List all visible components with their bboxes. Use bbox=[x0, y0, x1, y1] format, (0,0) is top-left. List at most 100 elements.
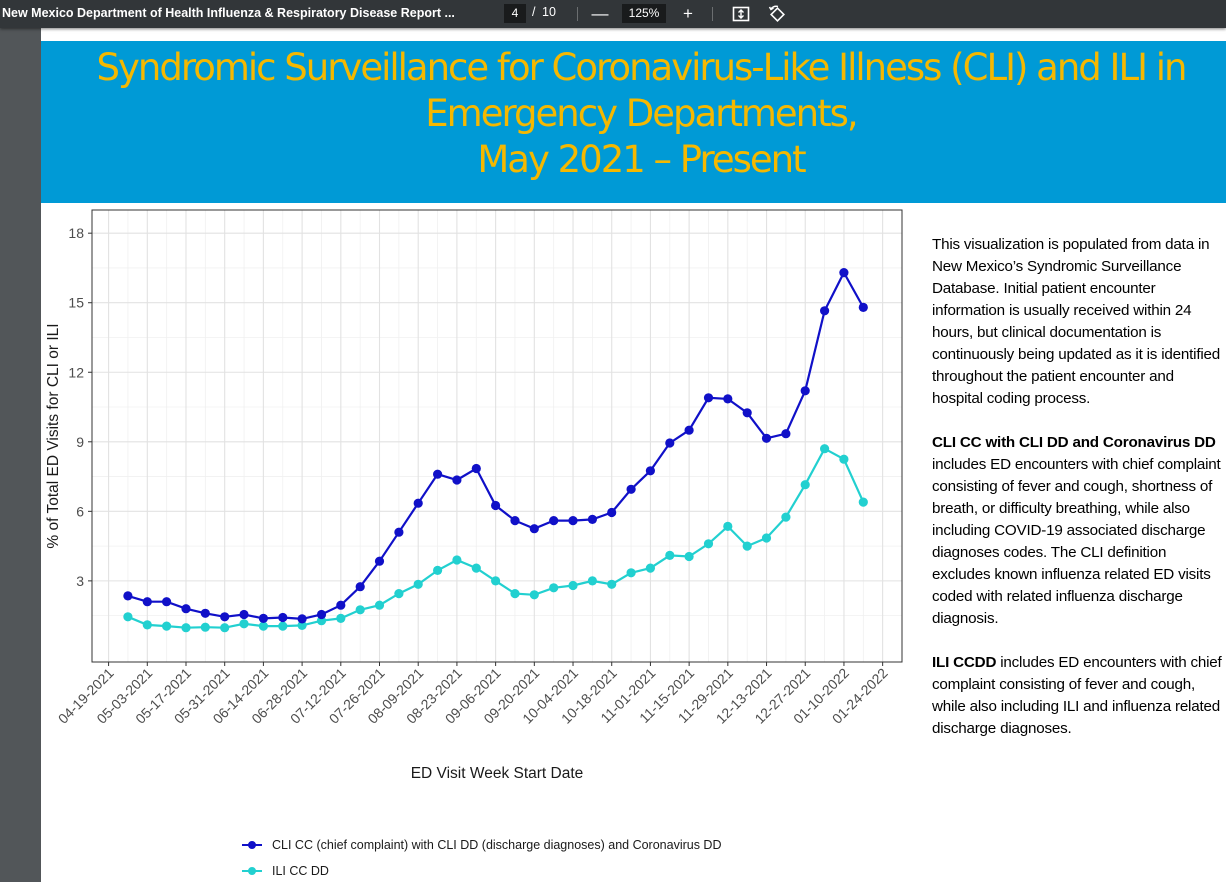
y-axis-label: % of Total ED Visits for CLI or ILI bbox=[45, 323, 62, 548]
data-point-ili bbox=[510, 589, 520, 599]
data-point-ili bbox=[800, 480, 810, 490]
data-point-cli bbox=[858, 302, 868, 312]
data-point-cli bbox=[142, 597, 152, 607]
page-top-margin bbox=[41, 28, 1226, 41]
data-point-ili bbox=[839, 454, 849, 464]
toolbar-divider bbox=[577, 7, 578, 21]
x-axis-ticks: 04-19-202105-03-202105-17-202105-31-2021… bbox=[55, 662, 891, 727]
cli-definition-text: includes ED encounters with chief compla… bbox=[932, 456, 1221, 627]
page-total: 10 bbox=[542, 5, 556, 19]
ili-definition-term: ILI CCDD bbox=[932, 654, 997, 671]
series-group bbox=[123, 268, 868, 633]
data-point-ili bbox=[549, 583, 559, 593]
legend-label-cli: CLI CC (chief complaint) with CLI DD (di… bbox=[272, 838, 722, 852]
description-paragraph-3: ILI CCDD includes ED encounters with chi… bbox=[932, 652, 1222, 740]
data-point-ili bbox=[781, 512, 791, 522]
data-point-cli bbox=[239, 609, 249, 620]
data-point-cli bbox=[684, 425, 694, 435]
data-point-cli bbox=[665, 438, 675, 448]
data-point-ili bbox=[723, 521, 733, 531]
description-paragraph-2: CLI CC with CLI DD and Coronavirus DD in… bbox=[932, 432, 1222, 630]
data-point-ili bbox=[355, 605, 365, 615]
data-point-cli bbox=[820, 306, 830, 316]
data-point-ili bbox=[258, 621, 268, 631]
data-point-ili bbox=[336, 613, 346, 623]
data-point-cli bbox=[433, 469, 443, 479]
data-point-ili bbox=[162, 621, 172, 631]
data-point-ili bbox=[665, 550, 675, 560]
data-point-ili bbox=[645, 563, 656, 573]
data-point-ili bbox=[820, 444, 830, 454]
data-point-ili bbox=[761, 533, 772, 543]
data-point-cli bbox=[587, 514, 598, 524]
y-tick-label: 9 bbox=[76, 434, 84, 450]
data-point-cli bbox=[471, 463, 481, 474]
slide-title: Syndromic Surveillance for Coronavirus-L… bbox=[96, 46, 1188, 181]
zoom-level-input[interactable]: 125% bbox=[622, 4, 666, 23]
fit-page-icon bbox=[732, 6, 750, 22]
data-point-cli bbox=[800, 386, 810, 396]
rotate-button[interactable] bbox=[766, 3, 788, 25]
data-point-cli bbox=[645, 466, 656, 476]
chart-legend: CLI CC (chief complaint) with CLI DD (di… bbox=[240, 836, 840, 888]
data-point-cli bbox=[491, 500, 501, 511]
data-point-cli bbox=[374, 556, 385, 566]
zoom-in-button[interactable]: + bbox=[683, 4, 693, 23]
line-chart: 3 6 9 12 15 18 04-19-202105-03-202105-17-2021… bbox=[45, 209, 903, 782]
legend-swatch-cli bbox=[242, 841, 262, 849]
legend-item-ili: ILI CC DD bbox=[240, 862, 840, 888]
data-point-cli bbox=[316, 609, 327, 620]
data-point-ili bbox=[858, 497, 868, 507]
legend-label-ili: ILI CC DD bbox=[272, 864, 329, 878]
data-point-ili bbox=[684, 551, 694, 562]
data-point-cli bbox=[761, 433, 772, 443]
legend-swatch-ili bbox=[242, 867, 262, 875]
fit-page-button[interactable] bbox=[730, 3, 752, 25]
data-point-ili bbox=[374, 600, 385, 610]
data-point-ili bbox=[239, 619, 249, 629]
data-point-cli bbox=[723, 394, 733, 404]
description-panel: This visualization is populated from dat… bbox=[932, 234, 1222, 762]
viewer-gutter bbox=[0, 28, 41, 882]
data-point-ili bbox=[200, 622, 210, 632]
data-point-cli bbox=[278, 612, 288, 623]
data-point-cli bbox=[355, 582, 365, 592]
plot-panel-border bbox=[91, 209, 903, 663]
data-point-ili bbox=[742, 541, 752, 551]
document-title: New Mexico Department of Health Influenz… bbox=[2, 6, 455, 20]
data-point-ili bbox=[607, 579, 617, 589]
data-point-ili bbox=[433, 565, 443, 575]
data-point-cli bbox=[781, 429, 791, 439]
data-point-cli bbox=[549, 516, 559, 526]
data-point-ili bbox=[394, 589, 404, 599]
data-point-cli bbox=[258, 613, 268, 623]
data-point-cli bbox=[529, 524, 539, 534]
data-point-cli bbox=[181, 604, 191, 614]
data-point-cli bbox=[394, 527, 404, 537]
data-point-cli bbox=[568, 516, 578, 526]
y-tick-label: 18 bbox=[68, 225, 84, 241]
y-tick-label: 12 bbox=[68, 364, 84, 380]
page-number-input[interactable]: 4 bbox=[504, 4, 526, 23]
data-point-cli bbox=[413, 498, 423, 508]
legend-item-cli: CLI CC (chief complaint) with CLI DD (di… bbox=[240, 836, 840, 862]
description-paragraph-1: This visualization is populated from dat… bbox=[932, 236, 1221, 407]
data-point-ili bbox=[142, 620, 152, 630]
data-point-cli bbox=[703, 393, 714, 403]
data-point-ili bbox=[587, 576, 598, 586]
data-point-ili bbox=[181, 623, 191, 633]
data-point-cli bbox=[162, 597, 172, 607]
cli-definition-term: CLI CC with CLI DD and Coronavirus DD bbox=[932, 434, 1216, 451]
data-point-ili bbox=[413, 579, 423, 589]
y-tick-label: 6 bbox=[76, 503, 84, 519]
data-point-ili bbox=[529, 590, 539, 600]
data-point-ili bbox=[297, 620, 307, 630]
zoom-out-button[interactable]: — bbox=[591, 4, 609, 23]
data-point-ili bbox=[703, 539, 714, 549]
data-point-ili bbox=[220, 623, 230, 633]
toolbar-divider bbox=[712, 7, 713, 21]
data-point-cli bbox=[220, 612, 230, 622]
data-point-cli bbox=[742, 408, 752, 418]
pdf-toolbar: New Mexico Department of Health Influenz… bbox=[0, 0, 1226, 28]
page-separator: / bbox=[532, 5, 536, 19]
